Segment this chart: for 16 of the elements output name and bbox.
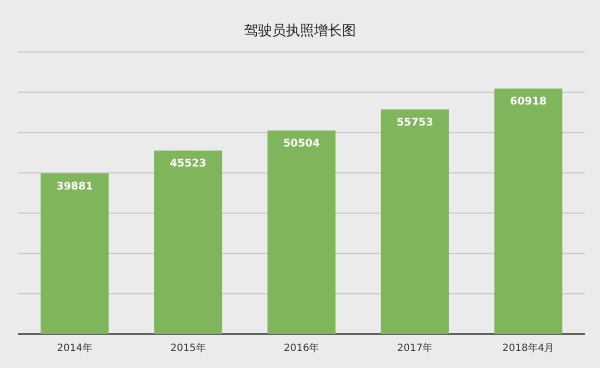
data-label: 55753 [396,116,434,128]
x-tick-label: 2014年 [56,342,92,354]
x-tick-label: 2015年 [170,342,206,354]
bar [494,88,562,334]
bar [267,130,336,334]
x-tick-label: 2017年 [397,342,433,354]
data-label: 60918 [510,96,547,108]
bar [380,109,449,334]
data-label: 39881 [56,180,93,192]
x-tick-label: 2016年 [284,342,320,354]
x-tick-label: 2018年4月 [502,342,554,354]
data-label: 45523 [170,158,206,170]
bar [154,150,222,334]
data-label: 50504 [283,138,320,150]
bar [40,173,109,334]
chart-title: 驾驶员执照增长图 [244,23,356,39]
